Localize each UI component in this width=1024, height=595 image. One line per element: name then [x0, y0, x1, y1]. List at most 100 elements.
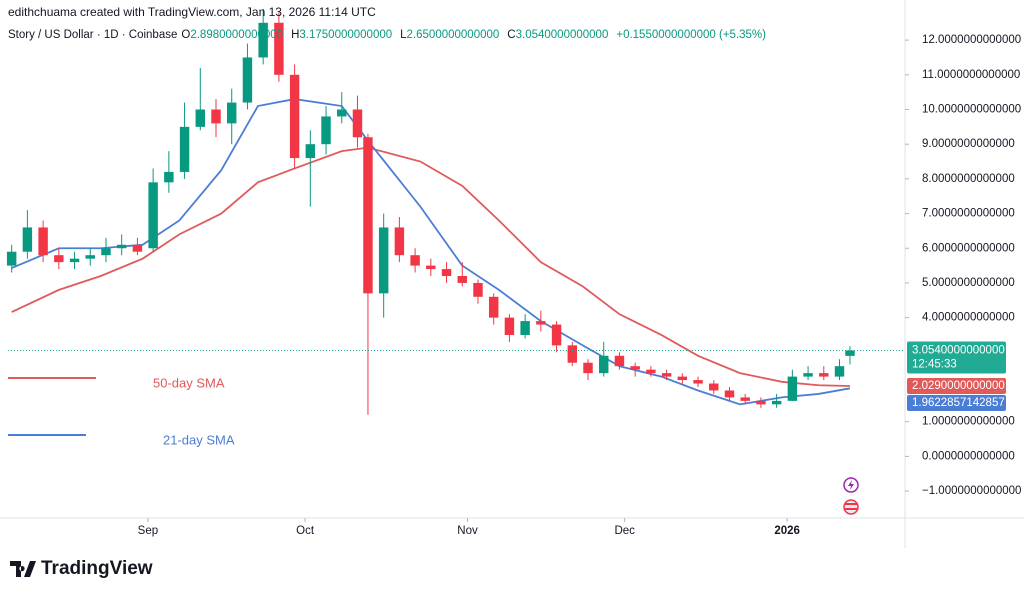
- candle-body: [834, 366, 845, 377]
- candle-body: [426, 265, 436, 270]
- candle-body: [693, 380, 703, 384]
- y-tick-label: 9.0000000000000: [922, 138, 1015, 150]
- candle-body: [504, 317, 515, 335]
- candle-body: [583, 362, 593, 374]
- candle-body: [567, 345, 578, 363]
- symbol[interactable]: Story / US Dollar · 1D · Coinbase: [8, 29, 178, 41]
- candle-body: [69, 258, 80, 263]
- candle-body: [195, 109, 206, 127]
- x-tick-label: Dec: [614, 525, 635, 537]
- candle-body: [536, 321, 546, 325]
- x-tick-label: Oct: [296, 525, 315, 537]
- candle-body: [227, 102, 237, 124]
- event-icon-bolt: [848, 480, 854, 490]
- candle-body: [551, 324, 562, 346]
- ohlc-value: 3.0540000000000: [515, 29, 609, 41]
- candle-body: [289, 74, 300, 159]
- candle-body: [677, 376, 688, 381]
- candle-body: [520, 321, 530, 335]
- candle-body: [242, 57, 253, 103]
- candle-body: [54, 255, 64, 263]
- ohlc-key: C: [507, 29, 516, 41]
- ohlc-value: 2.8980000000000: [190, 29, 284, 41]
- sma-line: [11, 146, 851, 387]
- y-tick-label: 5.0000000000000: [922, 277, 1015, 289]
- sma-line: [11, 98, 851, 406]
- candle-body: [305, 144, 316, 159]
- candle-body: [85, 255, 95, 259]
- credit: edithchuama created with TradingView.com…: [8, 5, 376, 19]
- x-tick-label: Nov: [457, 525, 478, 537]
- ohlc-value: 3.1750000000000: [299, 29, 393, 41]
- y-tick-label: 8.0000000000000: [922, 173, 1015, 185]
- candle-body: [756, 400, 766, 405]
- candle-body: [337, 109, 347, 117]
- candle-body: [709, 383, 719, 391]
- candle-body: [258, 22, 268, 58]
- logo-text: TradingView: [41, 558, 153, 579]
- logo-mark: [10, 561, 36, 577]
- candle-body: [116, 244, 127, 249]
- candle-body: [646, 369, 656, 374]
- change: +0.1550000000000 (+5.35%): [616, 29, 766, 41]
- candle-body: [164, 171, 174, 183]
- logo[interactable]: TradingView: [10, 558, 153, 579]
- y-tick-label: 10.0000000000000: [922, 104, 1021, 116]
- ohlc-key: L: [400, 29, 407, 41]
- candle-body: [38, 227, 48, 256]
- candle-body: [457, 275, 467, 283]
- candle-body: [148, 182, 158, 249]
- flag-icon: [843, 499, 859, 515]
- flag-icon-stripe: [845, 503, 857, 505]
- y-tick-label: 0.0000000000000: [922, 450, 1015, 462]
- candle-body: [410, 255, 420, 266]
- candle-body: [179, 126, 190, 172]
- y-tick-label: −1.0000000000000: [922, 485, 1021, 497]
- sma-badge-label: 2.0290000000000: [912, 380, 1005, 392]
- y-tick-label: 7.0000000000000: [922, 208, 1015, 220]
- sma-badge: [907, 394, 1006, 411]
- candle-body: [321, 116, 331, 145]
- last-price-badge: [907, 341, 1006, 374]
- candle-body: [819, 373, 829, 377]
- ohlc-legend: Story / US Dollar · 1D · Coinbase O2.898…: [8, 29, 770, 41]
- candle-body: [803, 373, 813, 377]
- candle-body: [614, 355, 625, 367]
- candle-body: [787, 376, 798, 401]
- sma-badge-label: 1.9622857142857: [912, 397, 1005, 409]
- candle-body: [101, 248, 111, 256]
- y-tick-label: 12.0000000000000: [922, 34, 1021, 46]
- candle-body: [6, 251, 17, 266]
- candle-body: [352, 109, 363, 138]
- candle-body: [394, 227, 405, 256]
- candle-body: [211, 109, 221, 124]
- x-tick-label: Sep: [138, 525, 158, 537]
- legend-label: 50-day SMA: [153, 375, 225, 390]
- ohlc-value: 2.6500000000000: [406, 29, 500, 41]
- y-tick-label: 11.0000000000000: [922, 69, 1020, 81]
- last-price-label: 3.0540000000000: [912, 344, 1005, 356]
- flag-icon-stripe: [845, 508, 857, 510]
- countdown: 12:45:33: [912, 358, 957, 370]
- x-tick-label: 2026: [774, 525, 800, 537]
- ohlc-key: O: [181, 29, 191, 41]
- candle-body: [488, 296, 499, 318]
- candle-body: [22, 227, 33, 252]
- y-tick-label: 4.0000000000000: [922, 312, 1015, 324]
- ohlc-key: H: [291, 29, 300, 41]
- candle-body: [724, 390, 735, 398]
- candle-body: [661, 373, 672, 377]
- candle-body: [363, 137, 373, 294]
- y-tick-label: 6.0000000000000: [922, 242, 1015, 254]
- candle-body: [132, 244, 143, 252]
- candle-body: [441, 269, 452, 276]
- candle-body: [740, 397, 750, 401]
- candle-body: [771, 400, 782, 405]
- legend-label: 21-day SMA: [163, 432, 235, 447]
- candle-body: [274, 22, 284, 75]
- candle-body: [630, 366, 640, 370]
- candle-body: [599, 355, 609, 374]
